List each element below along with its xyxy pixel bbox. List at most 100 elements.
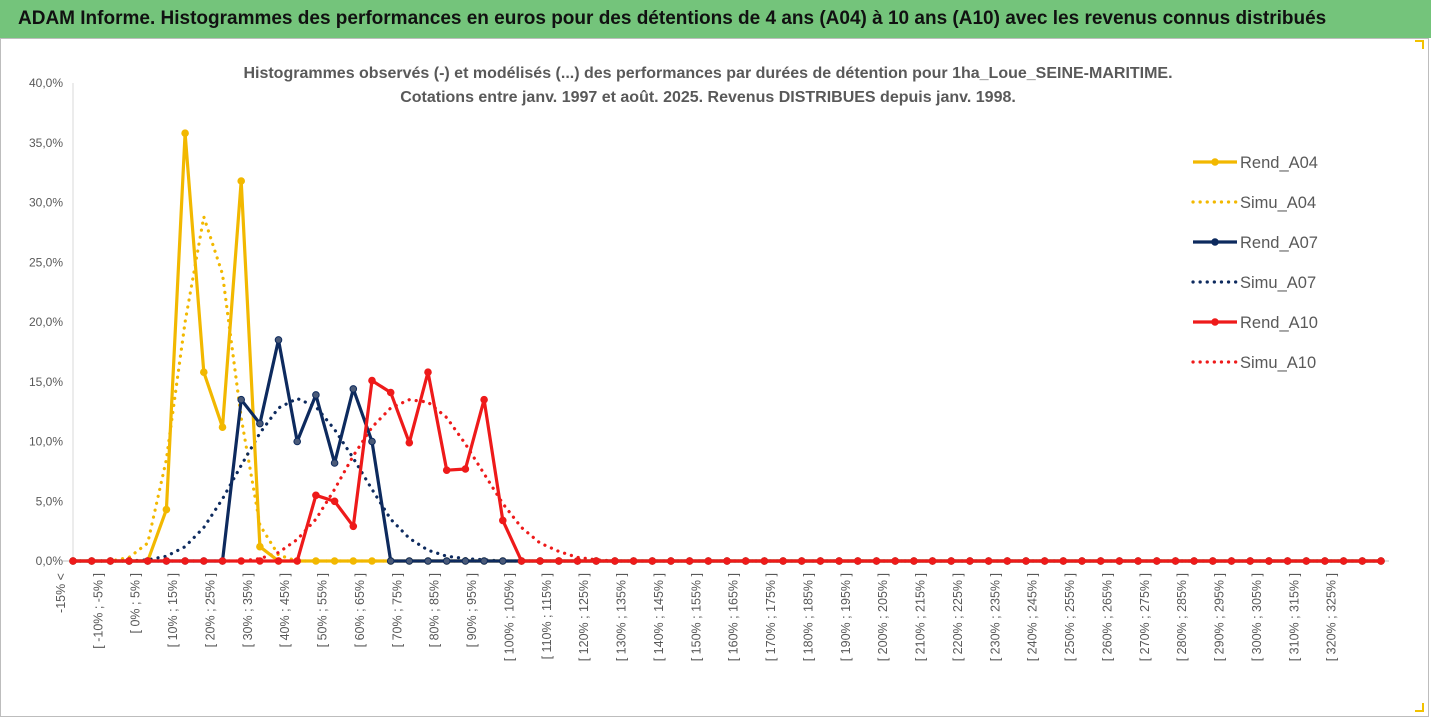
data-point: [1209, 557, 1217, 565]
data-point: [1134, 557, 1142, 565]
data-point: [162, 505, 171, 514]
data-point: [143, 557, 152, 565]
data-point: [368, 437, 376, 446]
x-tick-label: [ 220% ; 225% ]: [951, 573, 965, 661]
data-point: [835, 557, 843, 565]
data-point: [386, 388, 395, 397]
x-tick-label: [ 320% ; 325% ]: [1325, 573, 1339, 661]
data-point: [405, 557, 414, 565]
data-point: [499, 516, 507, 525]
y-tick-label: 25,0%: [29, 255, 63, 269]
data-point: [723, 557, 731, 565]
data-point: [947, 557, 956, 565]
data-point: [256, 542, 264, 551]
data-point: [368, 376, 376, 385]
x-tick-label: [ 290% ; 295% ]: [1213, 573, 1227, 661]
x-tick-label: [ 240% ; 245% ]: [1026, 573, 1040, 661]
data-point: [629, 557, 638, 565]
data-point: [1302, 557, 1311, 565]
data-point: [797, 557, 806, 565]
legend-item: Simu_A04: [1191, 194, 1316, 212]
data-point: [1096, 557, 1105, 565]
y-tick-label: 10,0%: [29, 435, 63, 449]
x-tick-label: [ 0% ; 5% ]: [129, 573, 143, 633]
x-axis: -15% < [ -10% ; -5% ] [ 0% ; 5% ] [ 10% ; 1…: [54, 560, 1389, 661]
y-tick-label: 15,0%: [29, 375, 63, 389]
data-point: [480, 557, 488, 565]
x-tick-label: -15% <: [54, 573, 68, 613]
data-point: [386, 557, 395, 565]
data-point: [293, 437, 302, 446]
data-point: [330, 497, 339, 506]
data-point: [218, 423, 227, 432]
data-point: [237, 177, 245, 185]
frame-corner-handle: [1415, 710, 1424, 712]
series-rend-a04: [69, 129, 1385, 565]
x-tick-label: [ 70% ; 75% ]: [390, 573, 404, 647]
x-tick-label: [ 170% ; 175% ]: [764, 573, 778, 661]
data-point: [1022, 557, 1030, 565]
data-point: [87, 557, 96, 565]
x-tick-label: [ 140% ; 145% ]: [652, 573, 666, 661]
data-point: [312, 491, 320, 500]
data-point: [424, 368, 432, 377]
data-point: [1246, 557, 1254, 565]
x-tick-label: [ 160% ; 165% ]: [727, 573, 741, 661]
data-point: [685, 557, 694, 565]
chart-title-line: Cotations entre janv. 1997 et août. 2025…: [400, 89, 1016, 106]
data-point: [274, 557, 283, 565]
data-point: [274, 336, 283, 344]
x-tick-label: [ 60% ; 65% ]: [353, 573, 367, 647]
frame-corner-handle: [1422, 40, 1424, 49]
data-point: [648, 557, 657, 565]
data-point: [69, 557, 77, 565]
data-point: [200, 557, 208, 565]
x-tick-label: [ 100% ; 105% ]: [502, 573, 516, 661]
data-point: [891, 557, 900, 565]
x-tick-label: [ 120% ; 125% ]: [577, 573, 591, 661]
data-point: [330, 557, 339, 565]
data-point: [461, 465, 470, 473]
x-tick-label: [ 270% ; 275% ]: [1138, 573, 1152, 661]
data-point: [330, 459, 339, 467]
data-point: [1321, 557, 1329, 565]
x-tick-label: [ 10% ; 15% ]: [166, 573, 180, 647]
data-point: [442, 557, 451, 565]
legend-item: Simu_A10: [1191, 354, 1316, 372]
frame-corner-handle: [1415, 40, 1424, 42]
legend-item: Simu_A07: [1191, 274, 1316, 292]
x-tick-label: [ 180% ; 185% ]: [801, 573, 815, 661]
series-simu-a10: [71, 398, 1383, 563]
data-point: [162, 557, 171, 565]
data-point: [928, 557, 937, 565]
data-point: [106, 557, 115, 565]
data-point: [779, 557, 787, 565]
legend-item: Rend_A10: [1193, 314, 1318, 332]
series-line: [73, 338, 1381, 563]
y-tick-label: 5,0%: [36, 494, 64, 508]
x-tick-label: [ 40% ; 45% ]: [278, 573, 292, 647]
chart-legend: Rend_A04 Simu_A04 Rend_A07 Simu_A07 Rend_A10…: [1191, 154, 1318, 372]
data-point: [312, 557, 320, 565]
x-tick-label: [ 210% ; 215% ]: [914, 573, 928, 661]
data-point: [237, 395, 245, 404]
data-point: [1115, 557, 1124, 565]
data-point: [1003, 557, 1012, 565]
chart-title-line: Histogrammes observés (-) et modélisés (…: [243, 65, 1172, 82]
x-tick-label: [ -10% ; -5% ]: [91, 573, 105, 649]
data-point: [1171, 557, 1180, 565]
data-point: [816, 557, 825, 565]
legend-item: Rend_A04: [1193, 154, 1318, 172]
data-point: [910, 557, 918, 565]
data-point: [237, 557, 245, 565]
data-point: [424, 557, 432, 565]
x-tick-label: [ 300% ; 305% ]: [1250, 573, 1264, 661]
series-rend-a10: [69, 368, 1385, 565]
chart-frame: Histogrammes observés (-) et modélisés (…: [0, 38, 1429, 717]
data-point: [872, 557, 881, 565]
legend-marker: [1211, 238, 1219, 246]
data-point: [368, 557, 376, 565]
data-point: [517, 557, 526, 565]
data-point: [349, 557, 358, 565]
data-point: [218, 557, 227, 565]
